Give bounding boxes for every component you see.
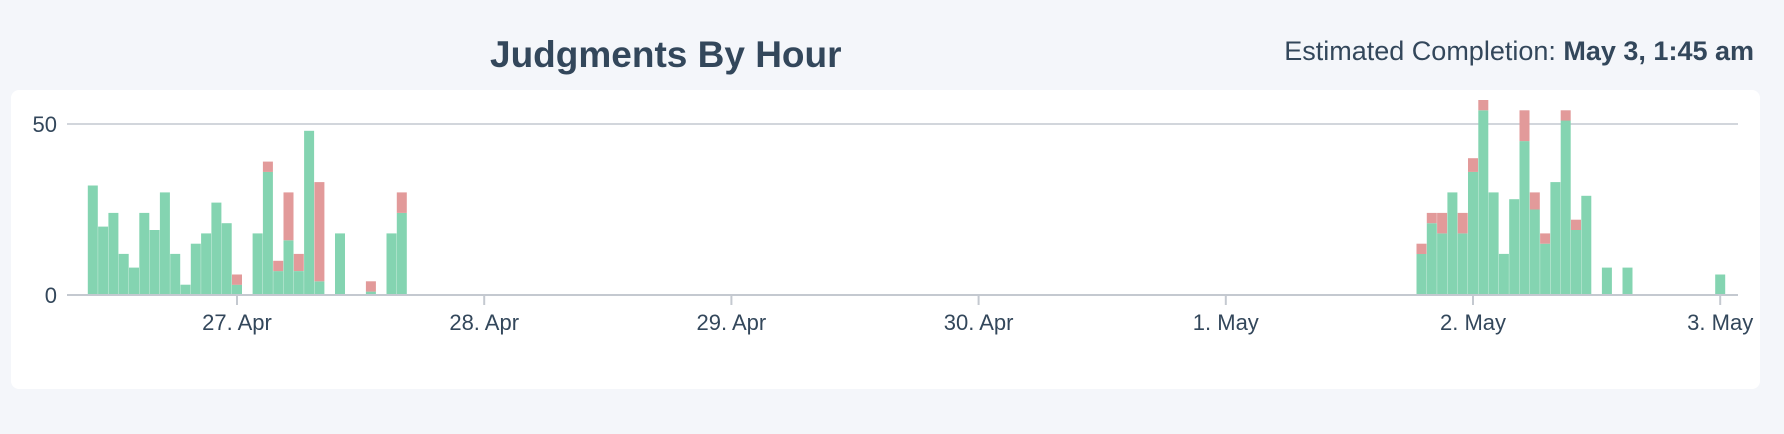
bar-segment-primary	[190, 243, 201, 295]
chart-header: Judgments By Hour Estimated Completion: …	[0, 0, 1784, 90]
bar-segment-primary	[87, 185, 98, 295]
y-tick-label: 50	[33, 112, 57, 137]
x-tick-label: 29. Apr	[697, 310, 767, 335]
estimated-completion-label: Estimated Completion:	[1284, 36, 1556, 66]
bar-segment-secondary	[1478, 100, 1489, 111]
bar-segment-primary	[1519, 141, 1530, 295]
bar-segment-secondary	[262, 161, 273, 172]
bar-segment-primary	[1581, 195, 1592, 295]
estimated-completion: Estimated Completion: May 3, 1:45 am	[1284, 36, 1754, 67]
bar-segment-primary	[201, 233, 212, 295]
bar-segment-primary	[1560, 120, 1571, 295]
bar-segment-primary	[1509, 199, 1520, 295]
bar-segment-secondary	[1457, 212, 1468, 234]
bar-segment-secondary	[283, 192, 294, 241]
bar-segment-primary	[159, 192, 170, 295]
bar-segment-secondary	[1426, 212, 1437, 224]
x-tick-label: 27. Apr	[202, 310, 272, 335]
bar-segment-primary	[1601, 267, 1612, 295]
bar-segment-secondary	[1571, 219, 1581, 230]
bar-segment-primary	[293, 271, 304, 295]
bar-segment-primary	[108, 212, 119, 295]
bar-segment-primary	[1571, 230, 1581, 295]
bar-segment-primary	[283, 240, 294, 295]
bar-segment-secondary	[273, 260, 284, 272]
bar-segment-primary	[118, 253, 129, 295]
bar-segment-primary	[1488, 192, 1499, 295]
x-tick-label: 2. May	[1440, 310, 1506, 335]
bar-segment-primary	[221, 223, 232, 295]
bar-segment-primary	[1540, 243, 1551, 295]
bar-segment-secondary	[1540, 233, 1551, 244]
bar-segment-primary	[396, 212, 407, 295]
bar-segment-primary	[149, 230, 160, 295]
chart-card: 0 50 27. Apr 28. Apr 29. Apr 30. Apr 1. May 2. …	[11, 90, 1760, 389]
chart-title: Judgments By Hour	[490, 34, 842, 75]
bar-segment-primary	[1447, 192, 1458, 295]
bar-segment-primary	[335, 233, 345, 295]
bar-segment-primary	[273, 271, 284, 295]
bar-segment-secondary	[1519, 110, 1530, 142]
bar-segment-primary	[180, 284, 191, 295]
bar-segment-secondary	[1437, 212, 1448, 234]
bar-segment-primary	[129, 267, 139, 295]
bar-segment-primary	[98, 226, 109, 295]
bar-segment-primary	[1622, 267, 1633, 295]
bar-segment-secondary	[293, 253, 304, 271]
bar-segment-secondary	[232, 274, 242, 285]
x-tick-label: 30. Apr	[944, 310, 1014, 335]
bar-segment-primary	[1416, 253, 1427, 295]
bar-segment-secondary	[1560, 110, 1571, 121]
bar-segment-primary	[252, 233, 263, 295]
bar-segment-secondary	[1416, 243, 1427, 254]
bar-segment-primary	[386, 233, 397, 295]
bar-segment-primary	[1468, 171, 1478, 295]
bar-segment-primary	[1457, 233, 1468, 295]
bar-segment-primary	[1529, 209, 1540, 295]
bar-segment-primary	[1478, 110, 1489, 295]
bar-segment-primary	[304, 130, 315, 295]
bar-segment-primary	[170, 253, 181, 295]
bar-segment-primary	[211, 202, 222, 295]
bar-segment-primary	[262, 171, 273, 295]
bar-segment-primary	[1437, 233, 1448, 295]
estimated-completion-value: May 3, 1:45 am	[1563, 36, 1754, 66]
y-tick-label: 0	[45, 283, 57, 308]
x-tick-label: 1. May	[1193, 310, 1259, 335]
bar-segment-primary	[1715, 274, 1726, 295]
bar-segment-primary	[232, 284, 242, 295]
bar-segment-secondary	[314, 182, 325, 282]
x-tick-label: 3. May	[1687, 310, 1753, 335]
bar-segment-secondary	[1468, 158, 1478, 172]
bar-segment-primary	[139, 212, 150, 295]
bar-segment-secondary	[1529, 192, 1540, 210]
bar-segment-primary	[1498, 253, 1509, 295]
bar-segment-secondary	[365, 281, 376, 292]
bar-segment-primary	[1426, 223, 1437, 295]
bar-segment-primary	[314, 281, 325, 295]
bar-segment-secondary	[396, 192, 407, 213]
bar-segment-primary	[1550, 182, 1561, 295]
x-tick-label: 28. Apr	[449, 310, 519, 335]
judgments-bar-chart: 0 50 27. Apr 28. Apr 29. Apr 30. Apr 1. May 2. …	[33, 100, 1753, 335]
bar-segment-primary	[365, 291, 376, 295]
